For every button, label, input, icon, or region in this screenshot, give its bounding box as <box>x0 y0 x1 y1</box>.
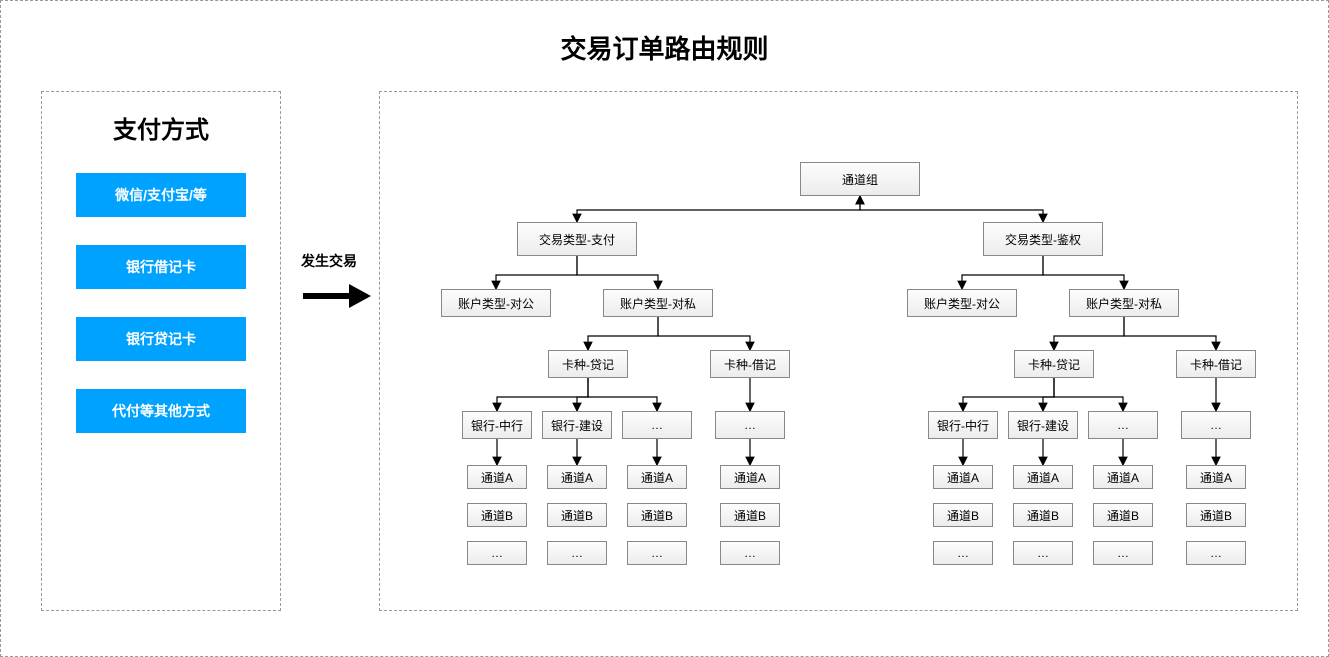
arrow-label: 发生交易 <box>301 251 357 271</box>
tree-node-a_chC3: … <box>1093 541 1153 565</box>
pay-method-other[interactable]: 代付等其他方式 <box>76 389 246 433</box>
tree-node-p_chC3: … <box>627 541 687 565</box>
tree-node-p_chB4: 通道B <box>720 503 780 527</box>
tree-node-a_chA2: 通道A <box>1013 465 1073 489</box>
tree-node-aa_prv: 账户类型-对私 <box>1069 289 1179 317</box>
pay-method-credit-card[interactable]: 银行贷记卡 <box>76 317 246 361</box>
tree-node-p_bk2: 银行-建设 <box>542 411 612 439</box>
routing-tree-panel: 通道组交易类型-支付 交易类型-鉴权账户类型-对公 账户类型-对私 账户类型-对公 账户… <box>379 91 1298 611</box>
payment-methods-title: 支付方式 <box>42 110 280 145</box>
tree-node-ap_pub: 账户类型-对公 <box>441 289 551 317</box>
tree-node-tx_auth: 交易类型-鉴权 <box>983 222 1103 256</box>
tree-node-a_chB2: 通道B <box>1013 503 1073 527</box>
tree-node-a_bk3: … <box>1088 411 1158 439</box>
tree-node-p_chC1: … <box>467 541 527 565</box>
tree-node-p_chB1: 通道B <box>467 503 527 527</box>
outer-frame: 交易订单路由规则 支付方式 微信/支付宝/等 银行借记卡 银行贷记卡 代付等其他… <box>0 0 1329 657</box>
tree-node-a_chB3: 通道B <box>1093 503 1153 527</box>
payment-methods-panel: 支付方式 微信/支付宝/等 银行借记卡 银行贷记卡 代付等其他方式 <box>41 91 281 611</box>
tree-node-tx_pay: 交易类型-支付 <box>517 222 637 256</box>
tree-node-p_chC4: … <box>720 541 780 565</box>
tree-node-a_credit: 卡种-贷记 <box>1014 350 1094 378</box>
tree-node-p_chA3: 通道A <box>627 465 687 489</box>
page-title: 交易订单路由规则 <box>1 29 1328 66</box>
tree-node-p_chA2: 通道A <box>547 465 607 489</box>
tree-node-a_bk2: 银行-建设 <box>1008 411 1078 439</box>
tree-node-a_chB1: 通道B <box>933 503 993 527</box>
tree-node-a_bk4: … <box>1181 411 1251 439</box>
tree-node-root: 通道组 <box>800 162 920 196</box>
pay-method-debit-card[interactable]: 银行借记卡 <box>76 245 246 289</box>
tree-node-a_chA3: 通道A <box>1093 465 1153 489</box>
tree-node-a_chC1: … <box>933 541 993 565</box>
tree-node-a_chA4: 通道A <box>1186 465 1246 489</box>
tree-node-a_chB4: 通道B <box>1186 503 1246 527</box>
tree-node-p_bk1: 银行-中行 <box>462 411 532 439</box>
tree-node-p_credit: 卡种-贷记 <box>548 350 628 378</box>
tree-node-ap_prv: 账户类型-对私 <box>603 289 713 317</box>
tree-node-p_chB2: 通道B <box>547 503 607 527</box>
tree-node-a_bk1: 银行-中行 <box>928 411 998 439</box>
tree-node-aa_pub: 账户类型-对公 <box>907 289 1017 317</box>
tree-node-a_chC4: … <box>1186 541 1246 565</box>
arrow-icon <box>301 276 371 316</box>
tree-node-p_chA4: 通道A <box>720 465 780 489</box>
tree-node-p_bk4: … <box>715 411 785 439</box>
pay-method-wechat-alipay[interactable]: 微信/支付宝/等 <box>76 173 246 217</box>
tree-node-a_chC2: … <box>1013 541 1073 565</box>
tree-node-p_debit: 卡种-借记 <box>710 350 790 378</box>
tree-node-a_chA1: 通道A <box>933 465 993 489</box>
tree-node-a_debit: 卡种-借记 <box>1176 350 1256 378</box>
tree-node-p_chA1: 通道A <box>467 465 527 489</box>
tree-node-p_chB3: 通道B <box>627 503 687 527</box>
tree-node-p_chC2: … <box>547 541 607 565</box>
tree-node-p_bk3: … <box>622 411 692 439</box>
